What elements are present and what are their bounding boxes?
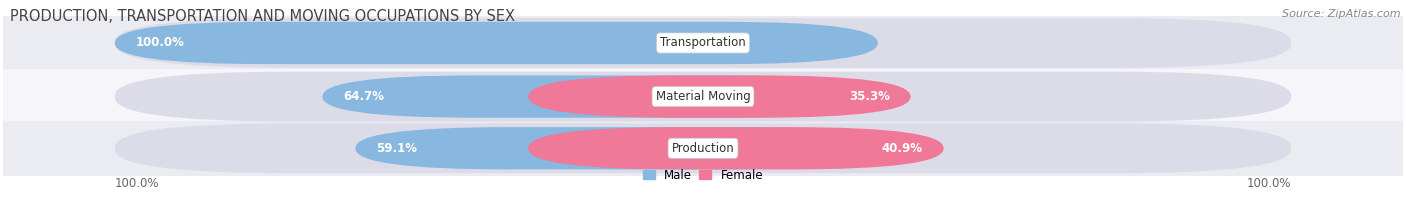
Text: Source: ZipAtlas.com: Source: ZipAtlas.com — [1282, 8, 1400, 19]
FancyBboxPatch shape — [115, 18, 1291, 68]
FancyBboxPatch shape — [356, 127, 877, 169]
Legend: Male, Female: Male, Female — [638, 164, 768, 186]
FancyBboxPatch shape — [115, 72, 1291, 122]
FancyBboxPatch shape — [3, 69, 1403, 124]
FancyBboxPatch shape — [529, 127, 943, 169]
Text: 40.9%: 40.9% — [882, 142, 922, 155]
Text: 100.0%: 100.0% — [136, 36, 184, 49]
Text: PRODUCTION, TRANSPORTATION AND MOVING OCCUPATIONS BY SEX: PRODUCTION, TRANSPORTATION AND MOVING OC… — [10, 8, 515, 23]
Text: 100.0%: 100.0% — [115, 177, 159, 190]
Text: Material Moving: Material Moving — [655, 90, 751, 103]
Text: 100.0%: 100.0% — [1247, 177, 1291, 190]
Text: Production: Production — [672, 142, 734, 155]
FancyBboxPatch shape — [115, 22, 877, 64]
FancyBboxPatch shape — [529, 75, 911, 118]
Text: 35.3%: 35.3% — [849, 90, 890, 103]
FancyBboxPatch shape — [322, 75, 877, 118]
Text: 64.7%: 64.7% — [343, 90, 384, 103]
FancyBboxPatch shape — [115, 123, 1291, 173]
FancyBboxPatch shape — [3, 16, 1403, 70]
Text: Transportation: Transportation — [661, 36, 745, 49]
FancyBboxPatch shape — [3, 121, 1403, 176]
Text: 59.1%: 59.1% — [377, 142, 418, 155]
